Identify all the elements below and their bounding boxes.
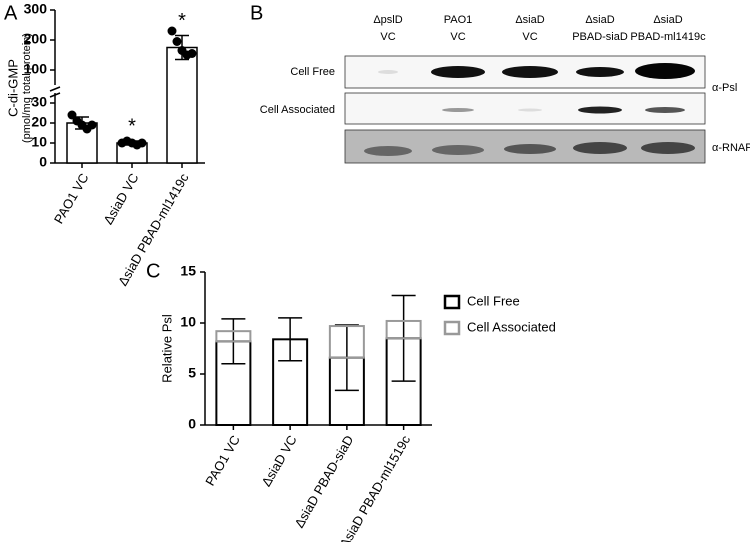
y-tick-label: 10 bbox=[180, 314, 196, 330]
axis-break bbox=[49, 92, 61, 98]
antibody-label: α-Psl bbox=[712, 82, 737, 94]
y-axis-label: C-di-GMP bbox=[5, 59, 20, 117]
panel-label: A bbox=[4, 2, 18, 24]
lane-label: ΔsiaD bbox=[653, 14, 682, 26]
antibody-label: α-RNAP bbox=[712, 142, 750, 154]
bar bbox=[166, 46, 198, 164]
data-point bbox=[87, 120, 97, 130]
y-tick-label: 20 bbox=[31, 114, 47, 130]
y-tick-label: 200 bbox=[24, 31, 48, 47]
bar-segment bbox=[328, 325, 365, 359]
legend-swatch bbox=[443, 294, 461, 310]
y-tick-label: 0 bbox=[188, 416, 196, 432]
lane-label: PAO1 bbox=[444, 14, 473, 26]
bar-segment bbox=[385, 319, 422, 340]
y-tick-label: 10 bbox=[31, 134, 47, 150]
x-tick-label: ΔsiaD VC bbox=[259, 433, 300, 489]
x-tick-label: ΔsiaD PBAD-siaD bbox=[291, 433, 356, 531]
lane-label: ΔsiaD bbox=[585, 14, 614, 26]
data-point bbox=[167, 26, 177, 36]
blot-image bbox=[344, 55, 706, 164]
error-bar bbox=[278, 317, 303, 362]
y-tick-label: 300 bbox=[24, 1, 48, 17]
lane-label: ΔsiaD bbox=[515, 14, 544, 26]
panel-label: C bbox=[146, 260, 160, 282]
legend-label: Cell Associated bbox=[467, 319, 556, 334]
x-tick-label: PAO1 VC bbox=[202, 433, 243, 488]
y-axis-label: Relative Psl bbox=[159, 314, 174, 383]
lane-label: PBAD-siaD bbox=[572, 31, 628, 43]
panel-label: B bbox=[250, 2, 263, 24]
data-point bbox=[137, 138, 147, 148]
lane-label: PBAD-ml1419c bbox=[630, 31, 706, 43]
y-tick-label: 5 bbox=[188, 365, 196, 381]
y-axis-label: (pmol/mg total protein) bbox=[21, 33, 33, 143]
legend-swatch bbox=[443, 320, 461, 336]
significance-marker: * bbox=[178, 10, 186, 32]
x-tick-label: ΔsiaD VC bbox=[100, 171, 141, 227]
data-point bbox=[187, 49, 197, 58]
significance-marker: * bbox=[128, 115, 136, 137]
x-tick-label: PAO1 VC bbox=[51, 171, 92, 226]
row-label: Cell Free bbox=[290, 66, 335, 78]
y-tick-label: 30 bbox=[31, 94, 47, 110]
y-tick-label: 15 bbox=[180, 263, 196, 279]
data-point bbox=[172, 37, 182, 46]
lane-label: VC bbox=[380, 31, 395, 43]
row-label: Cell Associated bbox=[260, 104, 335, 116]
lane-label: VC bbox=[450, 31, 465, 43]
y-tick-label: 0 bbox=[39, 154, 47, 170]
lane-label: ΔpslD bbox=[373, 14, 402, 26]
bar-segment bbox=[215, 330, 252, 343]
data-point bbox=[67, 110, 77, 120]
lane-label: VC bbox=[522, 31, 537, 43]
axis-break bbox=[49, 86, 61, 92]
legend-label: Cell Free bbox=[467, 293, 520, 308]
y-tick-label: 100 bbox=[24, 61, 48, 77]
